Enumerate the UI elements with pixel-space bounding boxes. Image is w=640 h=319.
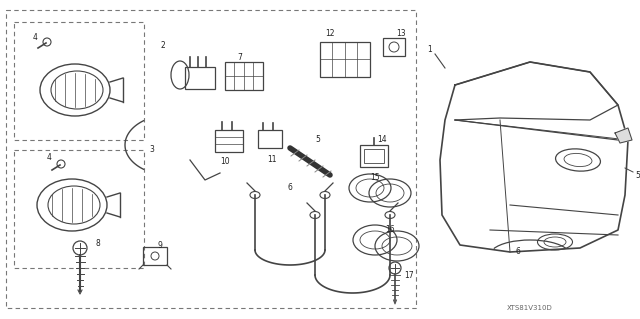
- Text: XTS81V310D: XTS81V310D: [507, 305, 553, 311]
- Text: 4: 4: [33, 33, 37, 42]
- Text: 16: 16: [385, 226, 395, 234]
- Bar: [364, 149, 384, 163]
- Bar: [6, 10, 416, 308]
- Text: 12: 12: [325, 29, 335, 39]
- Text: 1: 1: [428, 46, 433, 55]
- Text: 8: 8: [95, 240, 100, 249]
- Bar: [258, 130, 282, 148]
- Bar: [14, 150, 144, 268]
- Text: 7: 7: [237, 53, 243, 62]
- Bar: [383, 38, 405, 56]
- Text: 13: 13: [396, 28, 406, 38]
- Bar: [185, 67, 215, 89]
- Text: 5: 5: [316, 136, 321, 145]
- Text: 6: 6: [287, 182, 292, 191]
- Text: 17: 17: [404, 271, 414, 280]
- Polygon shape: [615, 128, 632, 143]
- Text: 3: 3: [150, 145, 154, 154]
- Bar: [143, 247, 167, 265]
- Text: 14: 14: [377, 136, 387, 145]
- Bar: [14, 22, 144, 140]
- Text: 6: 6: [516, 248, 520, 256]
- Bar: [360, 145, 388, 167]
- Text: 9: 9: [157, 241, 163, 249]
- Text: 2: 2: [161, 41, 165, 49]
- Bar: [215, 130, 243, 152]
- Text: 15: 15: [370, 174, 380, 182]
- Text: 5: 5: [636, 170, 640, 180]
- Text: 10: 10: [220, 158, 230, 167]
- Bar: [320, 42, 370, 77]
- Bar: [225, 62, 263, 90]
- Text: 4: 4: [47, 153, 51, 162]
- Text: 11: 11: [268, 155, 276, 165]
